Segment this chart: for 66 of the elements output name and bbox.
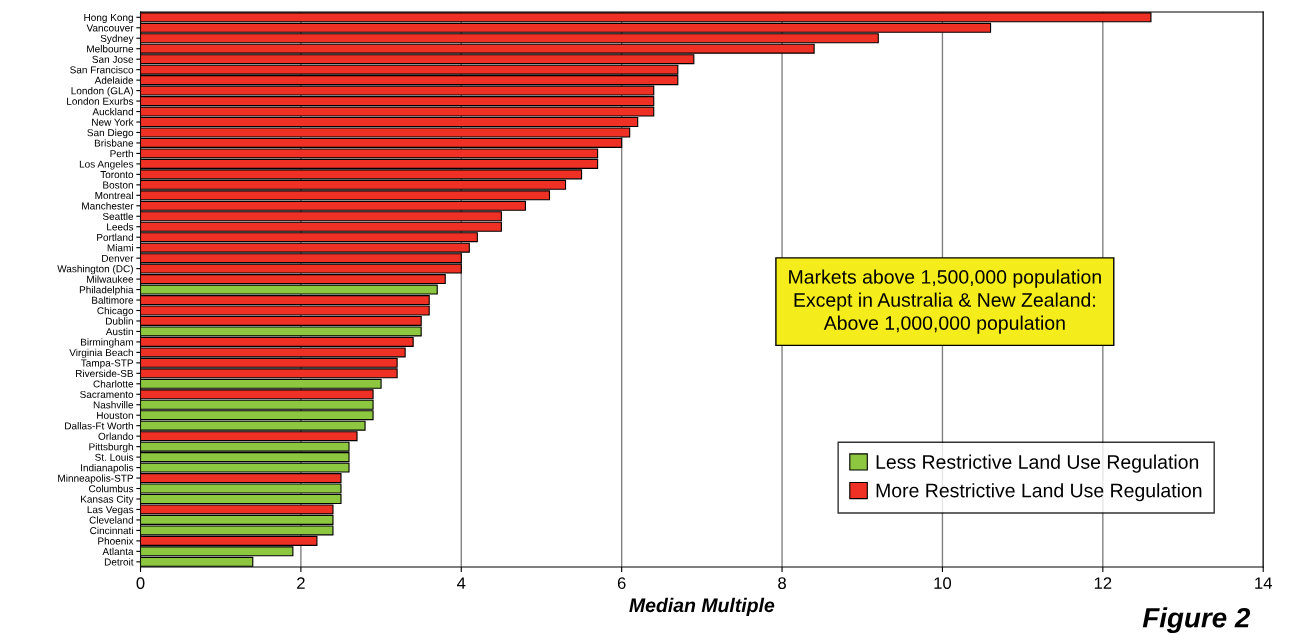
y-tick-label: Denver xyxy=(102,254,134,262)
x-tick-label: 4 xyxy=(457,577,466,589)
y-tick-label: Detroit xyxy=(104,558,134,566)
annotation: Markets above 1,500,000 population Except in Australia & New Zealand: Above 1,000,000 population xyxy=(789,269,1101,334)
legend-label: Less Restrictive Land Use Regulation xyxy=(876,454,1199,473)
y-tick-label: Baltimore xyxy=(92,296,134,304)
y-tick-label: Indianapolis xyxy=(81,463,134,474)
y-tick-label: New York xyxy=(92,118,134,126)
y-tick-label: Brisbane xyxy=(94,139,134,147)
y-tick-label: Boston xyxy=(103,181,133,189)
y-tick-label: Pittsburgh xyxy=(89,443,133,453)
y-tick-label: London (GLA) xyxy=(71,86,133,97)
y-tick-label: Cleveland xyxy=(89,516,133,524)
y-tick-label: Vancouver xyxy=(86,24,134,32)
y-tick-label: Auckland xyxy=(92,107,133,116)
x-tick-label: 10 xyxy=(934,577,952,590)
y-tick-label: Manchester xyxy=(82,202,134,210)
y-tick-label: Dublin xyxy=(106,317,133,325)
x-tick-label: 12 xyxy=(1094,577,1112,589)
y-tick-label: Birmingham xyxy=(81,338,133,348)
y-tick-label: Seattle xyxy=(102,212,134,220)
y-tick-label: Sydney xyxy=(100,34,134,44)
y-tick-label: Philadelphia xyxy=(79,285,134,296)
y-tick-label: Houston xyxy=(97,411,133,419)
y-tick-label: Charlotte xyxy=(93,380,134,388)
y-tick-label: London Exurbs xyxy=(67,97,134,105)
x-tick-label: 14 xyxy=(1255,577,1272,589)
y-tick-label: Phoenix xyxy=(98,537,134,545)
y-tick-label: San Diego xyxy=(87,128,134,139)
y-tick-label: Cincinnati xyxy=(90,526,133,535)
y-tick-label: Miami xyxy=(107,244,133,252)
y-tick-label: Portland xyxy=(97,233,133,241)
x-tick-label: 0 xyxy=(136,577,145,590)
y-tick-label: Sacramento xyxy=(80,390,134,398)
y-tick-label: Tampa-STP xyxy=(81,359,134,369)
y-tick-label: Los Angeles xyxy=(79,160,134,170)
y-tick-label: Leeds xyxy=(107,223,134,231)
y-tick-label: Perth xyxy=(110,149,133,158)
caption: Figure 2 xyxy=(1142,607,1251,634)
y-tick-label: Orlando xyxy=(98,432,134,440)
legend-label: More Restrictive Land Use Regulation xyxy=(876,483,1202,502)
y-tick-label: San Francisco xyxy=(70,66,134,74)
y-tick-label: Austin xyxy=(105,327,133,336)
y-tick-label: Dallas-Ft Worth xyxy=(65,422,133,430)
y-tick-label: Riverside-SB xyxy=(76,369,134,378)
y-tick-label: Nashville xyxy=(93,401,134,409)
x-axis-title: Median Multiple xyxy=(629,597,775,616)
x-tick-label: 6 xyxy=(617,577,626,590)
y-tick-label: Atlanta xyxy=(102,547,134,556)
y-tick-label: Las Vegas xyxy=(87,506,134,516)
x-tick-label: 2 xyxy=(297,577,305,589)
y-tick-label: San Jose xyxy=(92,55,134,63)
y-tick-label: Montreal xyxy=(95,191,133,200)
y-tick-label: Melbourne xyxy=(87,45,134,53)
y-tick-label: St. Louis xyxy=(95,453,134,461)
y-tick-label: Minneapolis-STP xyxy=(58,474,134,484)
y-tick-label: Washington (DC) xyxy=(57,264,133,275)
y-tick-label: Adelaide xyxy=(94,76,134,84)
y-tick-label: Virginia Beach xyxy=(69,348,133,359)
y-tick-label: Hong Kong xyxy=(84,14,133,23)
y-tick-label: Kansas City xyxy=(81,495,134,505)
y-tick-label: Milwaukee xyxy=(87,275,134,283)
y-tick-label: Chicago xyxy=(97,306,134,317)
y-tick-label: Toronto xyxy=(100,171,134,179)
y-tick-label: Columbus xyxy=(89,484,134,493)
x-tick-label: 8 xyxy=(778,577,786,590)
